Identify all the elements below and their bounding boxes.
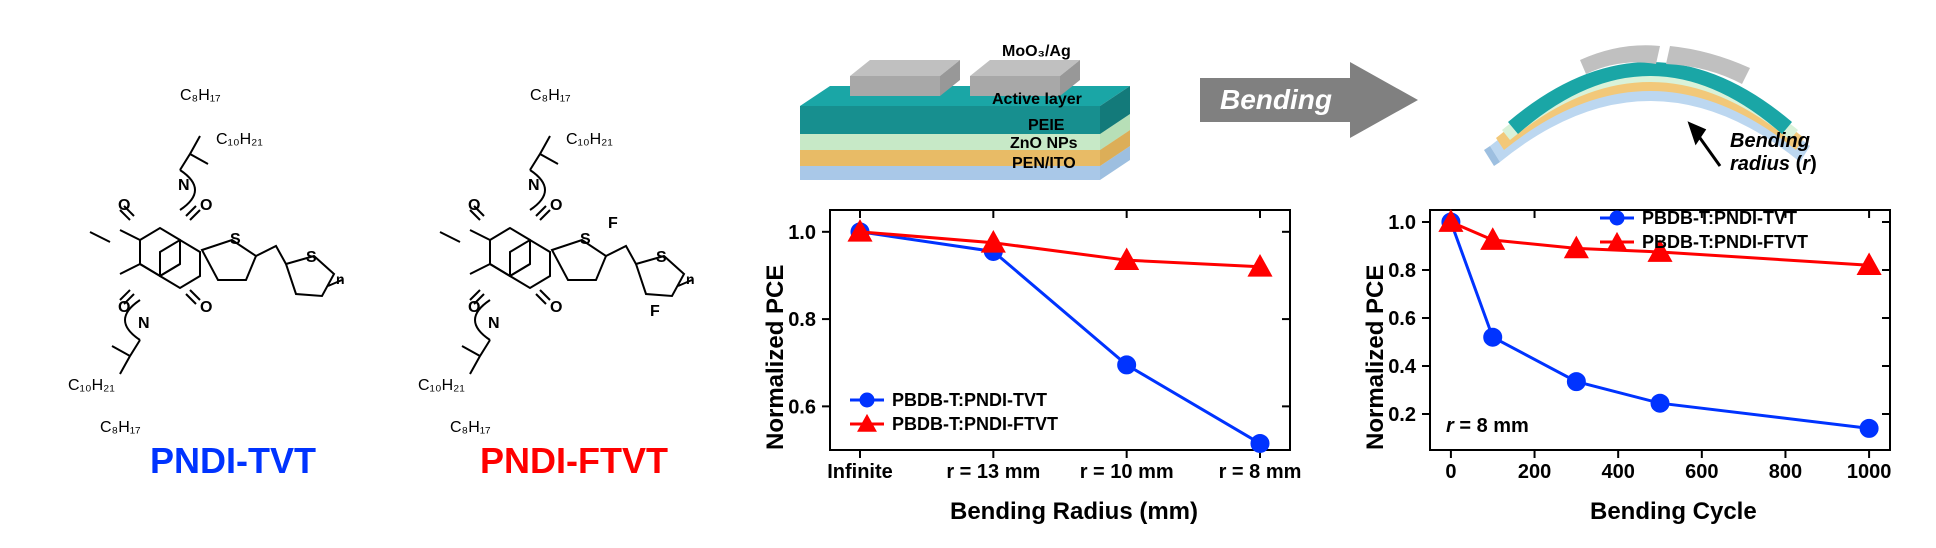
svg-text:200: 200	[1518, 461, 1551, 483]
chem-label-pndi-tvt: PNDI-TVT	[150, 440, 316, 482]
bending-radius-r: r	[1802, 153, 1810, 175]
svg-text:S: S	[230, 231, 241, 248]
svg-text:n: n	[336, 271, 345, 287]
svg-text:r = 8 mm: r = 8 mm	[1219, 461, 1302, 483]
stack-label-active: Active layer	[992, 91, 1082, 108]
svg-text:PBDB-T:PNDI-FTVT: PBDB-T:PNDI-FTVT	[1642, 232, 1808, 252]
svg-text:0.6: 0.6	[788, 396, 816, 418]
chart-bending-cycle: 0.2 0.4 0.6 0.8 1.0 0 200 400 600 800 1000 PBDB-T:P…	[1350, 200, 1910, 540]
svg-text:O: O	[550, 299, 562, 316]
alkyl-top-b: C₈H₁₇	[530, 87, 571, 104]
svg-text:O: O	[118, 197, 130, 214]
chem-label-pndi-ftvt: PNDI-FTVT	[480, 440, 668, 482]
alkyl-mid-b2: C₁₀H₂₁	[418, 377, 465, 394]
device-stack-svg: MoO₃/Ag Active layer PEIE ZnO NPs PEN/IT…	[770, 6, 1170, 186]
chart-radius-xlabel: Bending Radius (mm)	[950, 498, 1198, 526]
svg-text:PBDB-T:PNDI-TVT: PBDB-T:PNDI-TVT	[1642, 208, 1797, 228]
figure-root: N N O O O O S S n C₈H₁₇ C₁₀H₂₁ C₁₀H₂₁ C₈H₁₇…	[0, 0, 1936, 548]
svg-text:N: N	[138, 315, 150, 332]
svg-text:n: n	[686, 271, 695, 287]
svg-text:800: 800	[1769, 461, 1802, 483]
svg-text:F: F	[650, 303, 660, 320]
chart-cycle-ylabel: Normalized PCE	[1362, 265, 1390, 450]
bending-radius-word2: radius	[1730, 153, 1790, 175]
chem-structure-pndi-tvt: N N O O O O S S n C₈H₁₇ C₁₀H₂₁ C₁₀H₂₁ C₈H₁₇	[30, 60, 350, 480]
svg-text:0.8: 0.8	[1388, 260, 1416, 282]
svg-text:Infinite: Infinite	[827, 461, 893, 483]
bending-radius-label: Bending radius (r)	[1730, 130, 1817, 176]
svg-text:O: O	[200, 299, 212, 316]
stack-label-mo: MoO₃/Ag	[1002, 43, 1071, 60]
device-stack: MoO₃/Ag Active layer PEIE ZnO NPs PEN/IT…	[770, 6, 1170, 186]
svg-text:N: N	[488, 315, 500, 332]
chart-bending-radius: 0.6 0.8 1.0 Infinite r = 13 mm r = 10 mm r = 8…	[750, 200, 1310, 540]
svg-text:O: O	[468, 299, 480, 316]
svg-text:400: 400	[1601, 461, 1634, 483]
svg-text:1.0: 1.0	[1388, 212, 1416, 234]
bending-radius-word1: Bending	[1730, 130, 1810, 152]
svg-text:O: O	[200, 197, 212, 214]
chem-structure-pndi-ftvt: N N O O O O S S F F n C₈H₁₇ C₁₀H₂₁ C₁₀H₂₁ C₈…	[380, 60, 700, 480]
chem-svg-tvt: N N O O O O S S n C₈H₁₇ C₁₀H₂₁ C₁₀H₂₁ C₈H₁₇	[30, 60, 350, 480]
svg-text:600: 600	[1685, 461, 1718, 483]
svg-text:r = 10 mm: r = 10 mm	[1080, 461, 1174, 483]
svg-text:1000: 1000	[1847, 461, 1892, 483]
svg-text:r = 8 mm: r = 8 mm	[1446, 415, 1529, 437]
alkyl-mid-2: C₁₀H₂₁	[68, 377, 115, 394]
svg-text:N: N	[528, 177, 540, 194]
svg-text:0: 0	[1445, 461, 1456, 483]
chem-svg-ftvt: N N O O O O S S F F n C₈H₁₇ C₁₀H₂₁ C₁₀H₂₁ C₈…	[380, 60, 700, 480]
stack-label-pen: PEN/ITO	[1012, 155, 1076, 172]
svg-text:F: F	[608, 215, 618, 232]
svg-text:PBDB-T:PNDI-FTVT: PBDB-T:PNDI-FTVT	[892, 414, 1058, 434]
svg-text:0.4: 0.4	[1388, 356, 1417, 378]
svg-text:0.2: 0.2	[1388, 404, 1416, 426]
svg-text:N: N	[178, 177, 190, 194]
svg-text:O: O	[468, 197, 480, 214]
stack-label-zno: ZnO NPs	[1010, 135, 1078, 152]
alkyl-top-b2: C₈H₁₇	[450, 419, 491, 436]
svg-text:r = 13 mm: r = 13 mm	[946, 461, 1040, 483]
svg-text:0.6: 0.6	[1388, 308, 1416, 330]
svg-text:PBDB-T:PNDI-TVT: PBDB-T:PNDI-TVT	[892, 390, 1047, 410]
alkyl-mid-b: C₁₀H₂₁	[566, 131, 613, 148]
stack-label-peie: PEIE	[1028, 117, 1065, 134]
svg-text:S: S	[306, 249, 317, 266]
alkyl-top: C₈H₁₇	[180, 87, 221, 104]
svg-text:O: O	[118, 299, 130, 316]
svg-text:0.8: 0.8	[788, 309, 816, 331]
svg-text:S: S	[580, 231, 591, 248]
alkyl-mid: C₁₀H₂₁	[216, 131, 263, 148]
svg-text:1.0: 1.0	[788, 222, 816, 244]
chart-cycle-xlabel: Bending Cycle	[1590, 498, 1757, 526]
alkyl-top-2: C₈H₁₇	[100, 419, 141, 436]
chart-radius-ylabel: Normalized PCE	[762, 265, 790, 450]
bending-arrow-label: Bending	[1220, 84, 1332, 116]
svg-text:S: S	[656, 249, 667, 266]
svg-text:O: O	[550, 197, 562, 214]
